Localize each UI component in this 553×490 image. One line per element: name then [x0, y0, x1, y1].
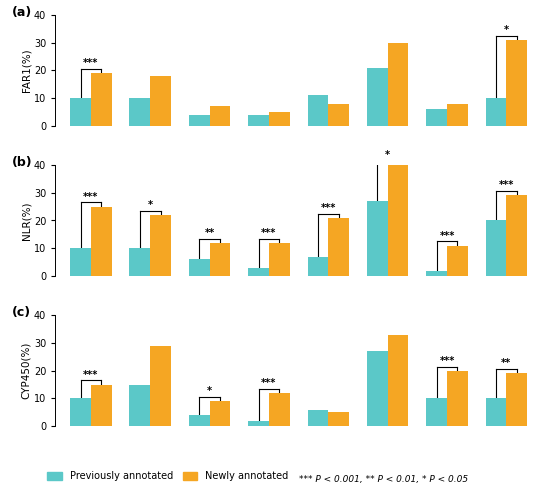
Text: **: ** — [205, 228, 215, 238]
Bar — [307, 410, 328, 426]
Bar — [269, 112, 290, 126]
Bar — [210, 401, 231, 426]
Text: ***: *** — [261, 228, 276, 238]
Bar — [486, 398, 507, 426]
Bar — [129, 248, 150, 276]
Bar — [210, 243, 231, 276]
Text: ***: *** — [261, 378, 276, 388]
Bar — [150, 345, 171, 426]
Text: *: * — [148, 200, 153, 210]
Bar — [248, 268, 269, 276]
Bar — [447, 104, 468, 126]
Bar — [189, 115, 210, 126]
Bar — [129, 98, 150, 126]
Bar — [426, 109, 447, 126]
Bar — [70, 98, 91, 126]
Bar — [70, 248, 91, 276]
Bar — [91, 385, 112, 426]
Text: *: * — [504, 24, 509, 35]
Text: **: ** — [501, 359, 512, 368]
Text: (b): (b) — [12, 156, 32, 169]
Bar — [447, 245, 468, 276]
Bar — [447, 370, 468, 426]
Bar — [91, 207, 112, 276]
Text: (a): (a) — [12, 6, 32, 19]
Text: ***: *** — [83, 58, 98, 68]
Text: *** P < 0.001, ** P < 0.01, * P < 0.05: *** P < 0.001, ** P < 0.01, * P < 0.05 — [299, 475, 468, 484]
Bar — [367, 201, 388, 276]
Bar — [210, 106, 231, 126]
Bar — [307, 96, 328, 126]
Text: *: * — [207, 386, 212, 396]
Bar — [507, 373, 527, 426]
Bar — [150, 215, 171, 276]
Bar — [307, 257, 328, 276]
Y-axis label: NLR(%): NLR(%) — [21, 201, 31, 240]
Bar — [269, 393, 290, 426]
Bar — [248, 421, 269, 426]
Bar — [426, 270, 447, 276]
Text: ***: *** — [499, 180, 514, 191]
Text: ***: *** — [83, 369, 98, 380]
Bar — [248, 115, 269, 126]
Bar — [507, 196, 527, 276]
Text: *: * — [385, 150, 390, 160]
Bar — [388, 165, 409, 276]
Text: ***: *** — [321, 203, 336, 213]
Legend: Previously annotated, Newly annotated: Previously annotated, Newly annotated — [44, 467, 293, 485]
Bar — [189, 259, 210, 276]
Bar — [129, 385, 150, 426]
Text: ***: *** — [83, 192, 98, 201]
Bar — [388, 43, 409, 126]
Bar — [426, 398, 447, 426]
Bar — [150, 76, 171, 126]
Bar — [70, 398, 91, 426]
Bar — [486, 98, 507, 126]
Bar — [189, 415, 210, 426]
Y-axis label: FAR1(%): FAR1(%) — [21, 49, 31, 92]
Bar — [91, 73, 112, 126]
Bar — [328, 218, 349, 276]
Bar — [367, 68, 388, 126]
Bar — [328, 104, 349, 126]
Y-axis label: CYP450(%): CYP450(%) — [21, 342, 31, 399]
Bar — [328, 413, 349, 426]
Text: ***: *** — [439, 230, 455, 241]
Bar — [269, 243, 290, 276]
Bar — [388, 335, 409, 426]
Bar — [507, 40, 527, 126]
Bar — [367, 351, 388, 426]
Text: (c): (c) — [12, 306, 30, 319]
Text: ***: *** — [439, 356, 455, 366]
Bar — [486, 220, 507, 276]
